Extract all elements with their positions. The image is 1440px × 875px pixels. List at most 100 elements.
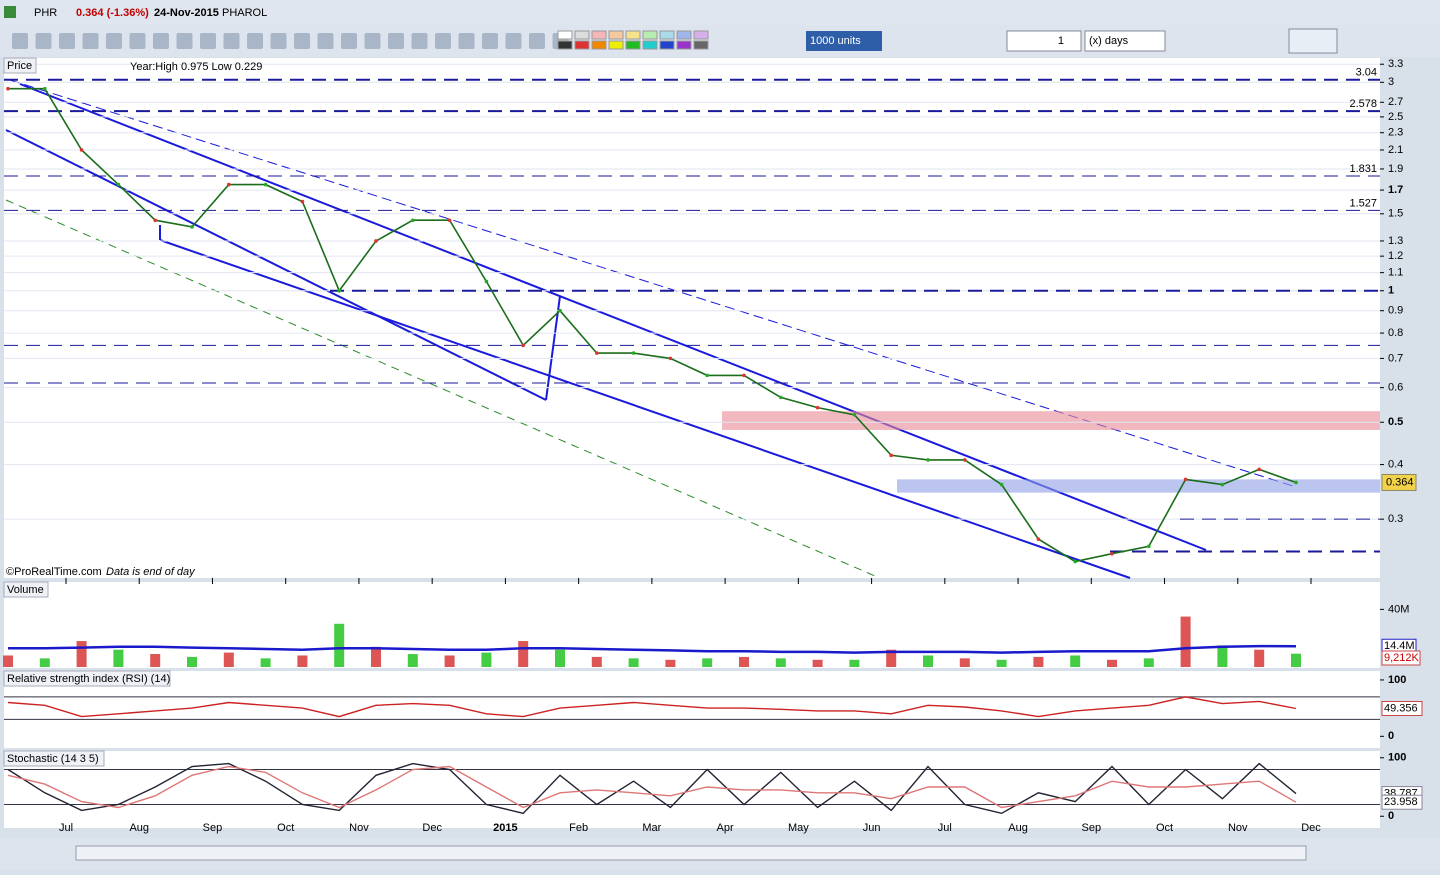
volume-bar: [407, 654, 418, 667]
tool-icon[interactable]: [59, 33, 75, 49]
tool-icon[interactable]: [270, 33, 287, 49]
tool-icon[interactable]: [411, 33, 428, 49]
volume-bar: [1143, 658, 1154, 667]
tool-icon[interactable]: [200, 33, 216, 49]
stochastic-panel: [4, 751, 1380, 828]
tool-icon[interactable]: [505, 33, 522, 49]
color-swatch[interactable]: [608, 30, 624, 40]
x-tick-label: 2015: [493, 822, 517, 834]
quote: 0.364 (-1.36%): [76, 7, 149, 19]
color-swatch[interactable]: [608, 40, 624, 50]
color-swatch[interactable]: [659, 30, 675, 40]
volume-value: 9,212K: [1384, 652, 1420, 664]
color-swatch[interactable]: [642, 40, 658, 50]
data-note: Data is end of day: [106, 566, 196, 578]
tool-icon[interactable]: [341, 33, 357, 49]
tool-icon[interactable]: [223, 33, 240, 49]
tool-icon[interactable]: [106, 33, 122, 49]
tool-icon[interactable]: [176, 33, 193, 49]
tool-icon[interactable]: [458, 33, 475, 49]
y-tick-label: 0.4: [1388, 458, 1403, 470]
volume-bar: [1291, 653, 1301, 667]
color-swatch[interactable]: [625, 30, 641, 40]
volume-bar: [1033, 656, 1044, 667]
trend-lines: [5, 79, 1297, 579]
x-tick-label: Oct: [1156, 822, 1173, 834]
period-count-input[interactable]: [1006, 30, 1082, 52]
panel-title: Price: [7, 60, 32, 72]
color-swatch[interactable]: [557, 30, 573, 40]
tool-icon[interactable]: [529, 33, 545, 49]
color-swatch[interactable]: [591, 30, 607, 40]
volume-bar: [591, 656, 602, 667]
scrollbar[interactable]: [75, 845, 1307, 861]
price-point: [779, 395, 783, 400]
volume-bar: [223, 652, 234, 667]
panel-header: [3, 670, 171, 687]
tool-icon[interactable]: [12, 33, 28, 49]
tool-icon[interactable]: [129, 33, 146, 49]
volume-bar: [1254, 649, 1265, 667]
tool-icon[interactable]: [482, 33, 498, 49]
tool-icon[interactable]: [388, 33, 404, 49]
units-select[interactable]: [806, 31, 882, 51]
color-swatch[interactable]: [574, 30, 590, 40]
panel-title: Stochastic (14 3 5): [7, 753, 99, 765]
volume-bar: [150, 654, 161, 667]
tool-icon[interactable]: [35, 33, 52, 49]
volume-bar: [923, 655, 933, 667]
x-tick-label: Nov: [1228, 822, 1248, 834]
volume-ma-line: [8, 644, 1297, 654]
price-point: [558, 308, 562, 313]
volume-bar: [886, 649, 897, 667]
color-swatch[interactable]: [642, 30, 658, 40]
volume-bar: [481, 652, 492, 667]
rsi-line: [7, 696, 1297, 718]
volume-bar: [665, 659, 676, 667]
tool-icon[interactable]: [82, 33, 99, 49]
x-tick-label: Nov: [349, 822, 369, 834]
value-box: [1381, 650, 1421, 666]
date: 24-Nov-2015: [154, 7, 219, 19]
color-swatch[interactable]: [676, 40, 692, 50]
price-point: [889, 453, 893, 458]
x-tick-label: Sep: [1082, 822, 1102, 834]
symbol: PHR: [34, 7, 57, 19]
volume-bar: [775, 658, 786, 667]
tool-icon[interactable]: [317, 33, 334, 49]
color-swatch[interactable]: [676, 30, 692, 40]
price-point: [926, 458, 930, 462]
units: 1000 units: [810, 35, 861, 47]
color-swatch[interactable]: [693, 40, 709, 50]
level-label: 3.04: [1356, 67, 1377, 79]
price-point: [999, 482, 1004, 487]
tool-icon[interactable]: [364, 33, 381, 49]
indicator-button[interactable]: [1288, 28, 1338, 54]
volume-bar: [1217, 645, 1228, 667]
price-point: [815, 405, 820, 410]
color-swatch[interactable]: [557, 40, 573, 50]
rsi-panel: [4, 671, 1380, 748]
color-swatch[interactable]: [574, 40, 590, 50]
y-tick-label: 0: [1388, 730, 1394, 742]
tool-icon[interactable]: [435, 33, 451, 49]
price-point: [1183, 477, 1188, 482]
color-swatch[interactable]: [659, 40, 675, 50]
color-swatch[interactable]: [625, 40, 641, 50]
y-tick-label: 1.9: [1388, 163, 1403, 175]
tool-icon[interactable]: [153, 33, 169, 49]
price-point: [1220, 482, 1225, 487]
price-point: [300, 199, 305, 204]
color-swatch[interactable]: [693, 30, 709, 40]
app-icon: [4, 6, 16, 18]
y-tick-label: 2.1: [1388, 144, 1403, 156]
tool-icon[interactable]: [247, 33, 263, 49]
stoch-line: [7, 765, 1297, 809]
y-tick-label: 0.5: [1388, 416, 1403, 428]
price-point: [595, 351, 599, 355]
volume-bar: [76, 641, 87, 667]
period-unit-select[interactable]: [1084, 30, 1166, 52]
color-swatch[interactable]: [591, 40, 607, 50]
tool-icon[interactable]: [294, 33, 310, 49]
